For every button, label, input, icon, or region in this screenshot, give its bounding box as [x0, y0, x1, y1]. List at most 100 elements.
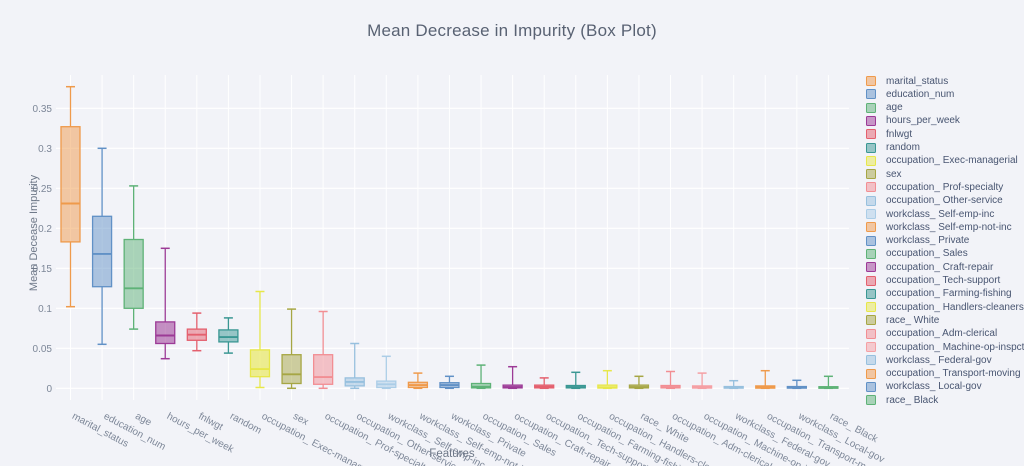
legend-item[interactable]: workclass_ Self-emp-not-inc	[866, 221, 1012, 234]
legend-label: age	[886, 102, 903, 114]
legend-item[interactable]: race_ White	[866, 314, 939, 327]
box-workclass-local-gov[interactable]	[786, 379, 807, 390]
legend-label: hours_per_week	[886, 115, 960, 127]
legend-label: race_ White	[886, 314, 940, 326]
chart-title: Mean Decrease in Impurity (Box Plot)	[367, 21, 657, 40]
legend-item[interactable]: workclass_ Local-gov	[866, 380, 982, 393]
box-occupation-prof-specialty[interactable]	[312, 310, 334, 390]
box-body	[60, 126, 81, 243]
box-occupation-exec-managerial[interactable]	[249, 290, 271, 389]
legend-label: marital_status	[886, 75, 949, 87]
legend-label: occupation_ Craft-repair	[886, 261, 994, 273]
box-body	[123, 238, 144, 309]
legend-item[interactable]: fnlwgt	[866, 128, 912, 141]
legend-item[interactable]: race_ Black	[866, 394, 938, 407]
legend-label: fnlwgt	[886, 128, 913, 140]
box-occupation-transport-moving[interactable]	[755, 369, 776, 390]
box-workclass-self-emp-inc[interactable]	[376, 355, 397, 390]
legend-item[interactable]: sex	[866, 168, 902, 181]
legend-item[interactable]: workclass_ Federal-gov	[866, 354, 992, 367]
y-tick-label: 0	[46, 384, 52, 395]
legend-item[interactable]: workclass_ Self-emp-inc	[866, 208, 994, 221]
legend-swatch	[866, 76, 876, 86]
legend-swatch	[866, 395, 876, 406]
box-body	[218, 329, 239, 343]
box-body	[249, 349, 271, 378]
legend-swatch	[866, 209, 876, 219]
legend-item[interactable]: marital_status	[866, 75, 948, 88]
box-education-num[interactable]	[91, 147, 113, 346]
legend-label: workclass_ Local-gov	[886, 381, 982, 393]
y-tick-label: 0.3	[38, 144, 52, 155]
box-race-white[interactable]	[628, 375, 650, 390]
box-occupation-farming-fishing[interactable]	[565, 371, 586, 390]
legend-label: workclass_ Private	[886, 235, 970, 247]
legend-swatch	[866, 102, 876, 113]
legend-label: workclass_ Self-emp-not-inc	[886, 221, 1012, 233]
legend-label: occupation_ Sales	[886, 248, 968, 260]
box-race-black[interactable]	[818, 375, 839, 390]
legend-swatch	[866, 155, 876, 166]
box-hours-per-week[interactable]	[155, 247, 176, 360]
box-body	[155, 321, 176, 345]
legend-item[interactable]: occupation_ Craft-repair	[866, 261, 993, 274]
legend-swatch	[866, 142, 876, 153]
box-occupation-other-service[interactable]	[344, 342, 365, 390]
legend-item[interactable]: occupation_ Adm-clerical	[866, 327, 997, 340]
box-occupation-sales[interactable]	[470, 364, 492, 390]
legend-label: sex	[886, 168, 902, 180]
box-random[interactable]	[218, 317, 239, 354]
box-occupation-adm-clerical[interactable]	[660, 370, 681, 390]
box-occupation-handlers-cleaners[interactable]	[597, 369, 618, 390]
box-fnlwgt[interactable]	[186, 312, 207, 352]
legend-item[interactable]: occupation_ Sales	[866, 247, 968, 260]
legend-item[interactable]: occupation_ Other-service	[866, 194, 1003, 207]
legend-item[interactable]: hours_per_week	[866, 114, 960, 127]
legend-swatch	[866, 302, 876, 313]
legend-swatch	[866, 129, 876, 140]
legend-item[interactable]: occupation_ Exec-managerial	[866, 154, 1018, 167]
legend-item[interactable]: occupation_ Prof-specialty	[866, 181, 1003, 194]
box-occupation-tech-support[interactable]	[534, 377, 555, 390]
box-sex[interactable]	[281, 308, 302, 390]
y-axis-title: Mean Decease Impurity	[28, 174, 40, 292]
box-workclass-private[interactable]	[439, 375, 460, 390]
legend-item[interactable]: workclass_ Private	[866, 234, 969, 247]
legend-item[interactable]: age	[866, 101, 903, 114]
y-tick-label: 0.15	[33, 264, 53, 275]
legend-label: occupation_ Exec-managerial	[886, 155, 1018, 167]
legend-swatch	[866, 315, 876, 326]
box-occupation-machine-op-inspct[interactable]	[691, 372, 713, 390]
legend-item[interactable]: occupation_ Farming-fishing	[866, 287, 1012, 300]
legend-label: occupation_ Prof-specialty	[886, 181, 1004, 193]
legend-item[interactable]: occupation_ Handlers-cleaners	[866, 301, 1024, 314]
box-body	[281, 354, 302, 385]
box-workclass-self-emp-not-inc[interactable]	[407, 372, 429, 390]
legend-swatch	[866, 368, 876, 379]
box-occupation-craft-repair[interactable]	[502, 365, 523, 390]
y-tick-label: 0.05	[33, 344, 53, 355]
legend-swatch	[866, 328, 876, 339]
legend-swatch	[866, 115, 876, 126]
legend-swatch	[866, 182, 876, 193]
box-body	[470, 382, 492, 389]
legend-item[interactable]: random	[866, 141, 920, 154]
legend-swatch	[866, 355, 876, 366]
legend-item[interactable]: occupation_ Tech-support	[866, 274, 1000, 287]
box-workclass-federal-gov[interactable]	[723, 379, 744, 390]
legend-item[interactable]: occupation_ Transport-moving	[866, 367, 1021, 380]
legend-item[interactable]: occupation_ Machine-op-inspct	[866, 341, 1024, 354]
box-age[interactable]	[123, 185, 144, 330]
y-tick-label: 0.35	[33, 104, 53, 115]
legend-swatch	[866, 275, 876, 286]
legend-label: occupation_ Farming-fishing	[886, 288, 1012, 300]
legend-label: occupation_ Adm-clerical	[886, 328, 998, 340]
box-body	[312, 354, 334, 385]
legend-swatch	[866, 222, 876, 233]
legend-label: education_num	[886, 88, 955, 100]
legend-swatch	[866, 288, 876, 299]
legend-item[interactable]: education_num	[866, 88, 954, 101]
box-marital-status[interactable]	[60, 85, 81, 308]
